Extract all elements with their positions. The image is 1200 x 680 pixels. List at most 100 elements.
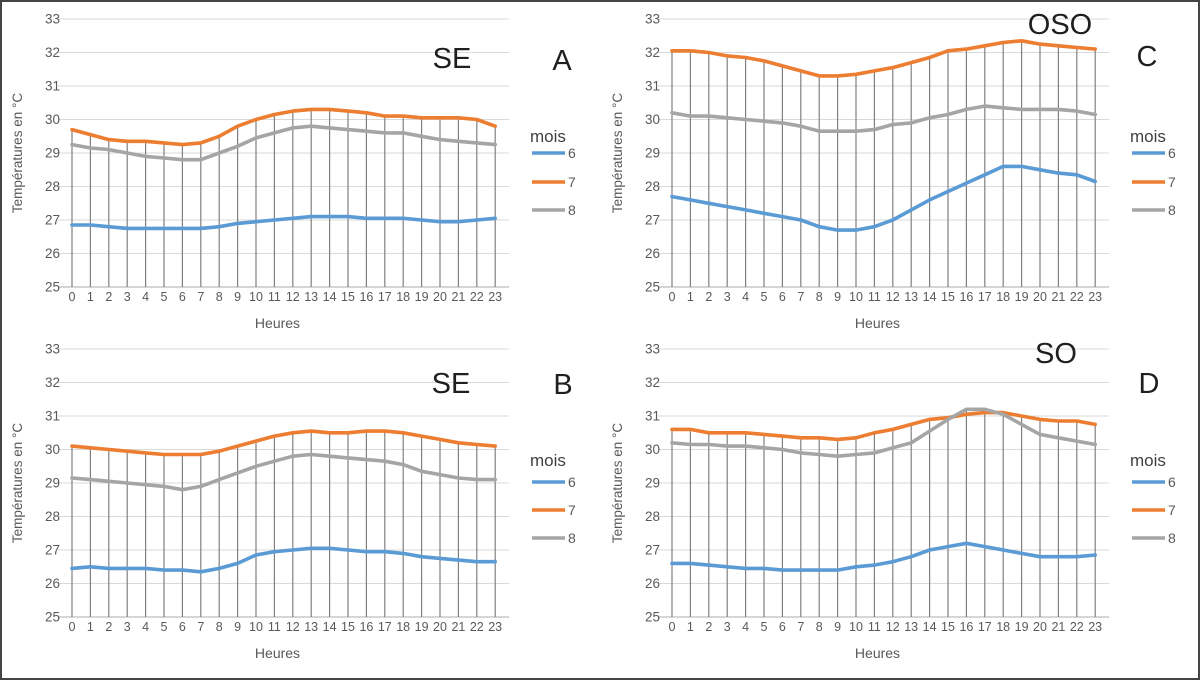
- drop-lines: [671, 409, 1096, 617]
- y-tick-label-27: 27: [45, 213, 60, 228]
- legend-label-mois-7: 7: [568, 502, 576, 518]
- legend-title: mois: [1130, 451, 1166, 470]
- x-tick-label-22: 22: [1070, 620, 1084, 634]
- drop-lines: [671, 40, 1096, 287]
- legend-title: mois: [1130, 127, 1166, 146]
- y-tick-label-29: 29: [645, 146, 660, 161]
- x-tick-label-11: 11: [268, 620, 281, 634]
- x-tick-label-2: 2: [705, 620, 712, 634]
- x-tick-label-5: 5: [761, 290, 768, 304]
- x-tick-label-0: 0: [69, 620, 76, 634]
- x-tick-label-7: 7: [197, 290, 204, 304]
- y-axis-tick-labels: 25 26 27 28 29 30 31 32 33: [645, 12, 660, 295]
- series-line-mois-8: [70, 124, 498, 162]
- x-tick-label-17: 17: [978, 290, 992, 304]
- x-tick-label-4: 4: [142, 620, 149, 634]
- y-tick-label-25: 25: [45, 610, 60, 625]
- x-axis-title: Heures: [855, 315, 900, 331]
- x-tick-label-11: 11: [868, 620, 881, 634]
- y-tick-label-31: 31: [45, 409, 60, 424]
- x-tick-label-23: 23: [488, 290, 502, 304]
- x-tick-label-23: 23: [488, 620, 502, 634]
- x-tick-label-6: 6: [179, 290, 186, 304]
- y-tick-label-26: 26: [45, 576, 60, 591]
- chart-panel-C: 25 26 27 28 29 30 31 32 33 0 1 2 3 4 5 6 7 8 9 10 11 12 13 14 15…: [602, 2, 1198, 342]
- chart-title-OSO: OSO: [1028, 9, 1092, 41]
- x-tick-label-8: 8: [216, 620, 223, 634]
- y-tick-label-31: 31: [45, 79, 60, 94]
- legend-label-mois-6: 6: [1168, 474, 1176, 490]
- y-tick-label-33: 33: [45, 342, 60, 357]
- y-tick-label-30: 30: [645, 112, 660, 127]
- x-tick-label-13: 13: [904, 620, 918, 634]
- y-axis-tick-labels: 25 26 27 28 29 30 31 32 33: [645, 342, 660, 625]
- chart-panel-D: 25 26 27 28 29 30 31 32 33 0 1 2 3 4 5 6 7 8 9 10 11 12 13 14 15…: [602, 338, 1198, 678]
- series-line-mois-7: [670, 38, 1098, 78]
- x-tick-label-17: 17: [378, 290, 392, 304]
- y-tick-label-25: 25: [645, 610, 660, 625]
- x-tick-label-20: 20: [1033, 620, 1047, 634]
- x-tick-label-15: 15: [341, 620, 355, 634]
- x-axis-title: Heures: [255, 645, 300, 661]
- legend-label-mois-8: 8: [568, 202, 576, 218]
- y-tick-label-27: 27: [45, 543, 60, 558]
- y-tick-label-31: 31: [645, 79, 660, 94]
- panel-letter-A: A: [552, 45, 572, 77]
- y-tick-label-27: 27: [645, 213, 660, 228]
- panel-letter-C: C: [1137, 41, 1158, 73]
- legend-label-mois-6: 6: [1168, 145, 1176, 161]
- x-tick-label-20: 20: [1033, 290, 1047, 304]
- series-line-mois-6: [670, 164, 1098, 232]
- y-tick-label-26: 26: [45, 246, 60, 261]
- x-tick-label-20: 20: [433, 290, 447, 304]
- x-tick-label-22: 22: [1070, 290, 1084, 304]
- x-tick-label-23: 23: [1088, 620, 1102, 634]
- x-tick-label-17: 17: [978, 620, 992, 634]
- x-tick-label-21: 21: [451, 620, 465, 634]
- x-tick-label-19: 19: [1015, 290, 1029, 304]
- panel-letter-D: D: [1139, 368, 1160, 400]
- horizontal-gridlines: [658, 348, 1109, 618]
- x-tick-label-12: 12: [886, 620, 900, 634]
- x-tick-label-11: 11: [268, 290, 281, 304]
- x-tick-label-1: 1: [87, 620, 94, 634]
- x-tick-label-3: 3: [124, 620, 131, 634]
- y-axis-title: Températures en °C: [10, 93, 25, 213]
- y-tick-label-28: 28: [45, 179, 60, 194]
- legend-label-mois-7: 7: [568, 174, 576, 190]
- chart-title-SE: SE: [433, 43, 472, 75]
- horizontal-gridlines: [58, 348, 509, 618]
- x-tick-label-19: 19: [415, 290, 429, 304]
- series-line-mois-6: [70, 214, 498, 231]
- x-tick-label-8: 8: [216, 290, 223, 304]
- x-tick-label-10: 10: [849, 620, 863, 634]
- chart-panel-A: 25 26 27 28 29 30 31 32 33 0 1 2 3 4 5 6 7 8 9 10 11 12 13 14 15…: [2, 2, 602, 342]
- x-tick-label-19: 19: [415, 620, 429, 634]
- series-line-mois-7: [70, 429, 498, 457]
- series-line-mois-7: [70, 107, 498, 147]
- x-tick-label-9: 9: [834, 290, 841, 304]
- y-axis-title: Températures en °C: [10, 423, 25, 543]
- y-axis-title: Températures en °C: [610, 423, 625, 543]
- chart-title-SO: SO: [1035, 342, 1077, 370]
- x-tick-label-0: 0: [669, 290, 676, 304]
- x-tick-label-2: 2: [105, 290, 112, 304]
- horizontal-gridlines: [658, 18, 1109, 288]
- x-tick-label-16: 16: [359, 620, 373, 634]
- x-tick-label-4: 4: [742, 290, 749, 304]
- x-axis-tick-labels: 0 1 2 3 4 5 6 7 8 9 10 11 12 13 14 15 16 17 18 19 20 21 22 23: [69, 290, 503, 304]
- x-tick-label-17: 17: [378, 620, 392, 634]
- x-tick-label-16: 16: [959, 620, 973, 634]
- y-axis-tick-labels: 25 26 27 28 29 30 31 32 33: [45, 12, 60, 295]
- x-tick-label-9: 9: [234, 290, 241, 304]
- x-tick-label-8: 8: [816, 290, 823, 304]
- x-tick-label-19: 19: [1015, 620, 1029, 634]
- y-tick-label-28: 28: [645, 509, 660, 524]
- y-axis-title: Températures en °C: [610, 93, 625, 213]
- y-tick-label-32: 32: [45, 375, 60, 390]
- x-tick-label-9: 9: [834, 620, 841, 634]
- x-tick-label-5: 5: [161, 290, 168, 304]
- legend-title: mois: [530, 451, 566, 470]
